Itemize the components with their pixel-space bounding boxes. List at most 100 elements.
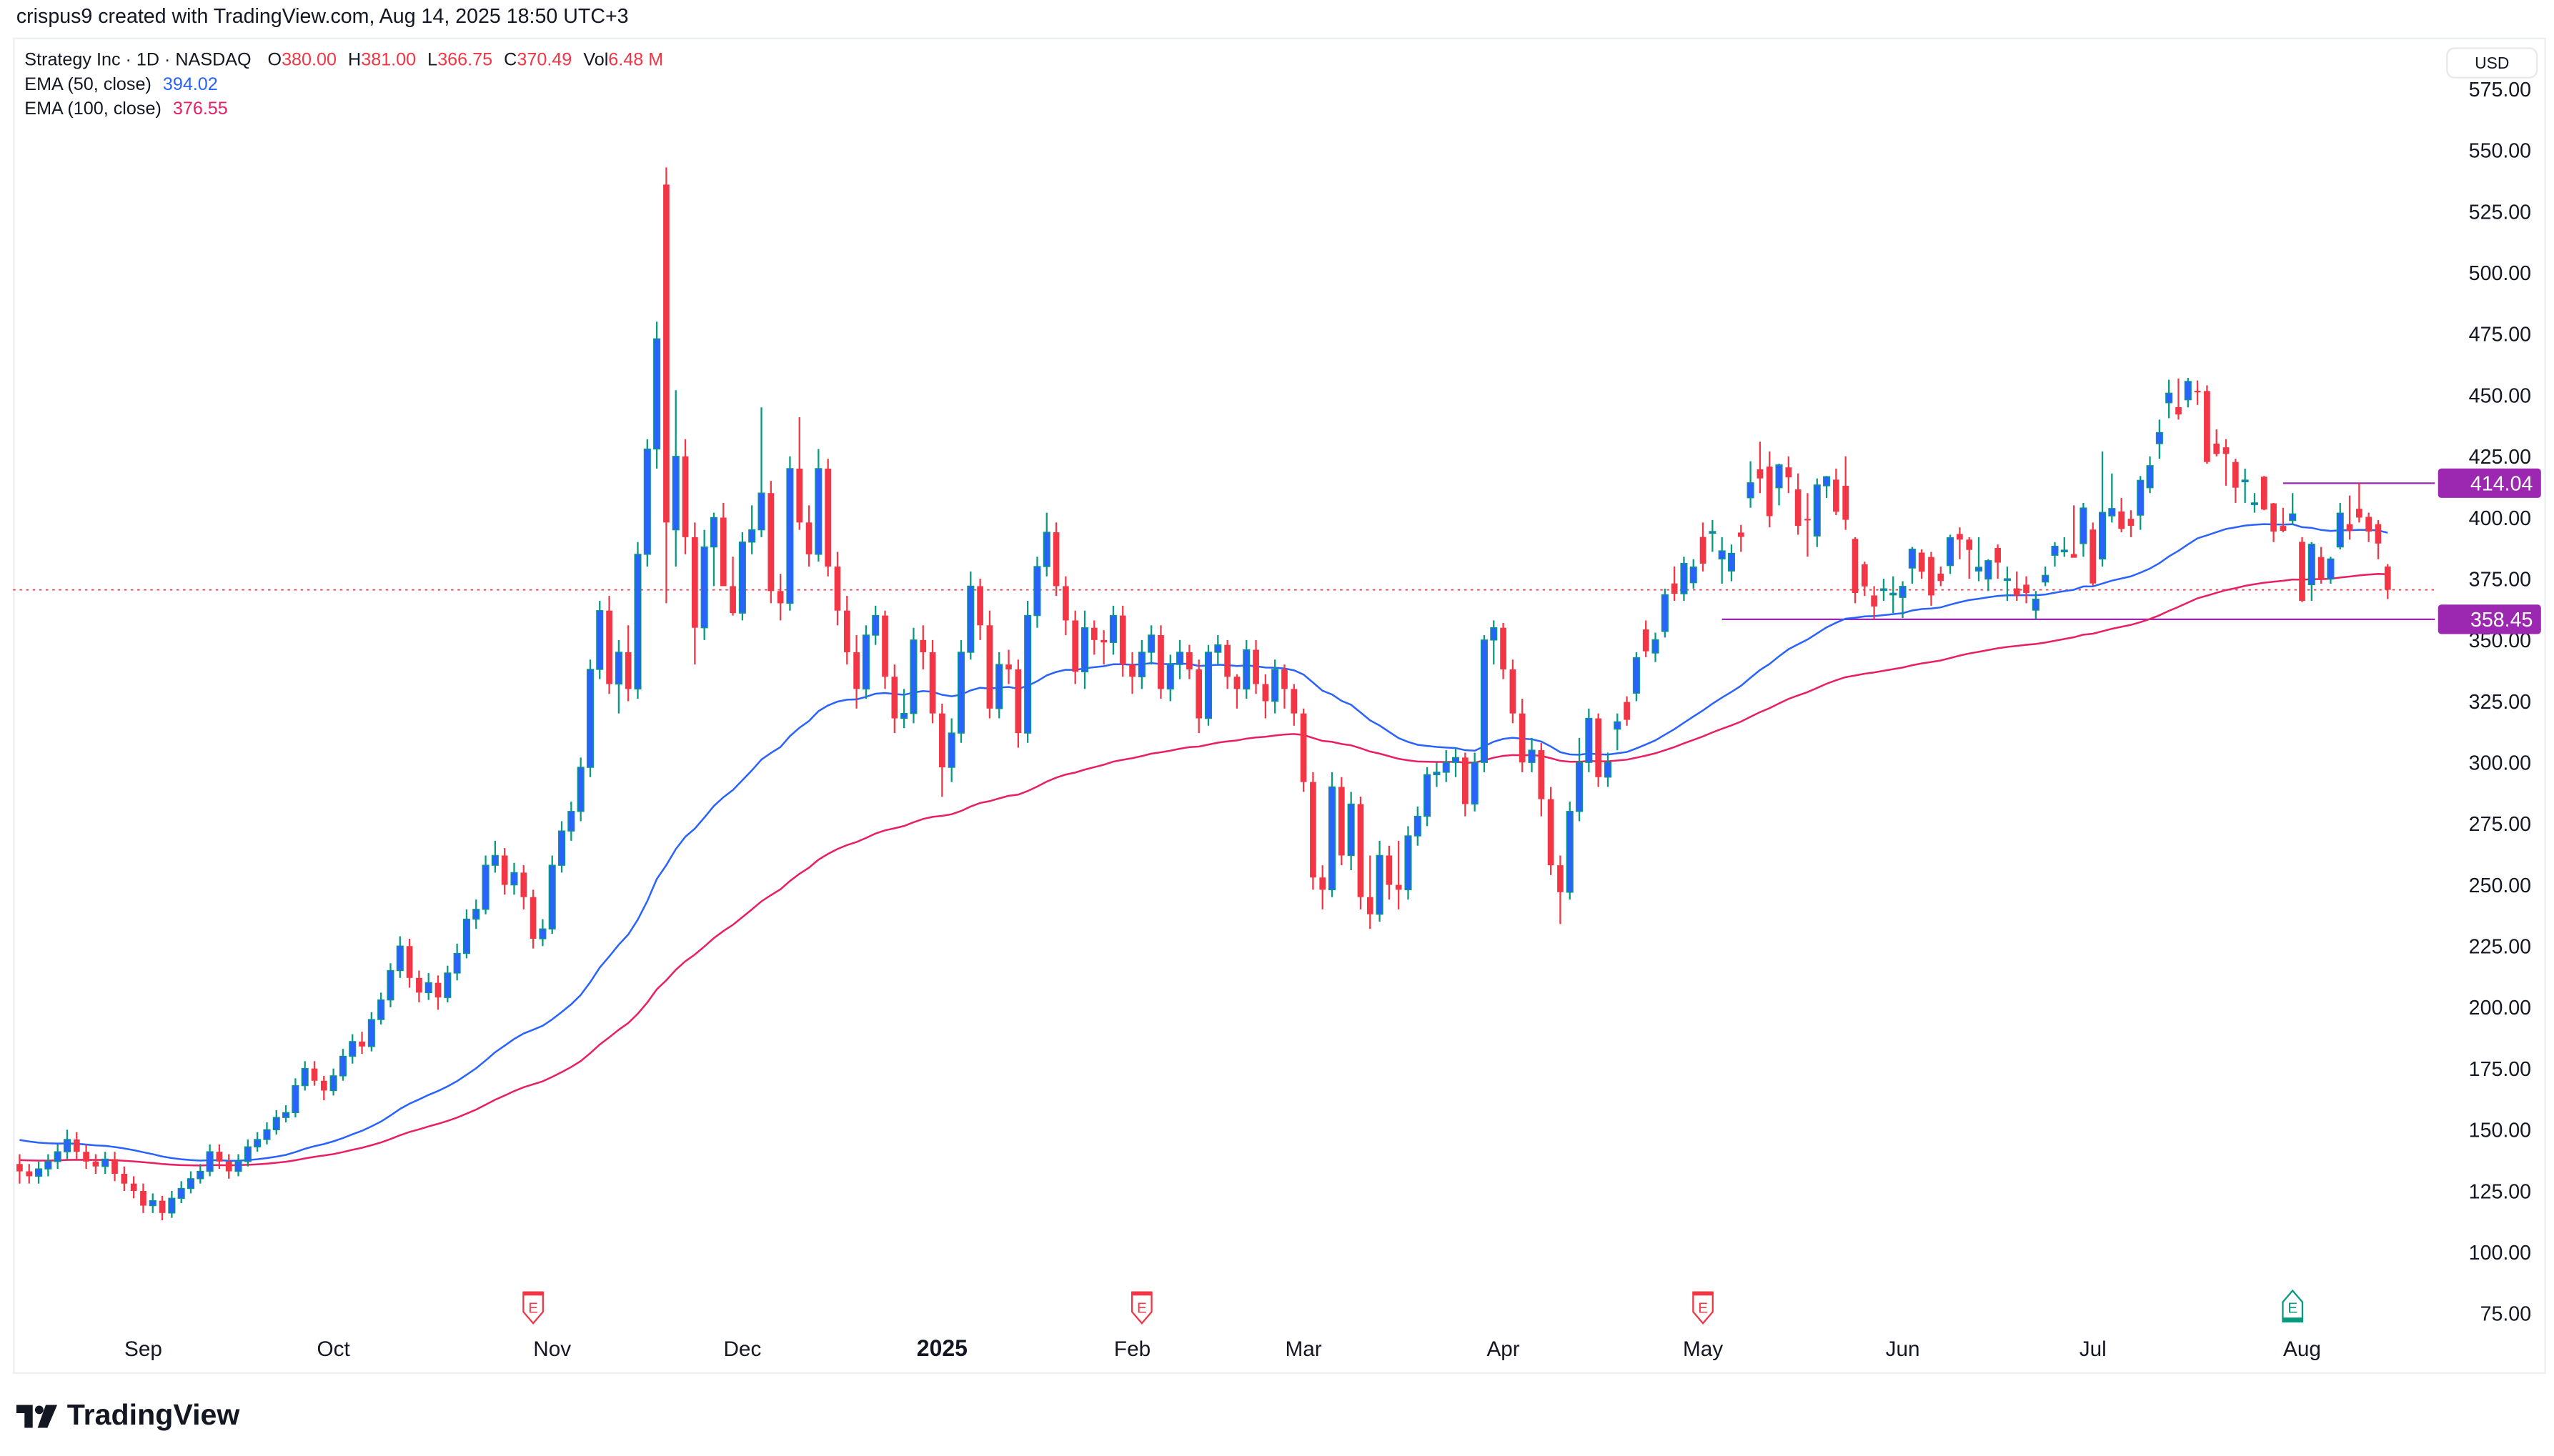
candle-down (796, 417, 803, 530)
legend-ema100-row[interactable]: EMA (100, close) 376.55 (24, 98, 668, 122)
candle-down (2317, 547, 2325, 584)
candle-up (862, 625, 870, 699)
candle-up (101, 1152, 109, 1174)
candle-body (1528, 749, 1536, 763)
candle-down (730, 557, 736, 616)
candle-body (1624, 702, 1630, 720)
candle-down (2090, 522, 2097, 587)
candle-body (339, 1055, 347, 1077)
candle-body (159, 1200, 166, 1213)
candle-down (359, 1032, 365, 1054)
candle-body (843, 610, 850, 652)
candle-up (1899, 581, 1907, 618)
candle-body (1490, 627, 1498, 641)
candle-body (1366, 897, 1373, 914)
tradingview-logo[interactable]: TradingView (16, 1398, 239, 1432)
candle-body (2080, 507, 2087, 544)
candle-body (1119, 615, 1126, 665)
candle-down (2175, 378, 2182, 420)
candle-up (1043, 512, 1050, 577)
candle-body (491, 854, 499, 866)
candle-body (1186, 652, 1193, 669)
candle-body (406, 946, 413, 978)
symbol-title[interactable]: Strategy Inc · 1D · NASDAQ (24, 50, 252, 71)
candle-down (986, 610, 993, 719)
candle-up (910, 627, 918, 724)
candle-body (1262, 684, 1269, 702)
candle-body (1138, 652, 1146, 677)
earnings-marker[interactable]: E (522, 1291, 544, 1325)
candle-up (1176, 639, 1184, 679)
candle-down (2356, 483, 2362, 523)
candle-up (2080, 502, 2087, 557)
earnings-marker[interactable]: E (1131, 1291, 1153, 1325)
candle-body (643, 448, 651, 555)
candle-up (462, 909, 470, 959)
candle-body (73, 1140, 80, 1152)
candle-down (1186, 644, 1193, 679)
candle-up (1823, 476, 1831, 499)
candle-body (472, 909, 480, 920)
candle-down (825, 459, 832, 577)
candle-body (1452, 757, 1460, 763)
candle-body (2204, 391, 2210, 462)
time-axis-label: Sep (124, 1337, 162, 1361)
candle-down (1300, 708, 1307, 792)
price-axis-label: 175.00 (2469, 1058, 2531, 1081)
earnings-marker[interactable]: E (2282, 1289, 2304, 1323)
candle-down (2070, 505, 2077, 558)
candle-body (2299, 542, 2305, 602)
candle-body (1538, 750, 1545, 799)
candle-body (1243, 649, 1251, 690)
candle-body (1813, 484, 1821, 537)
candle-up (1433, 762, 1441, 787)
candle-down (1538, 742, 1545, 817)
candle-up (177, 1181, 185, 1204)
candle-up (1604, 752, 1612, 787)
candle-body (225, 1161, 232, 1172)
candle-body (1842, 485, 1849, 520)
candle-body (168, 1197, 176, 1214)
candle-up (1585, 708, 1593, 772)
candle-body (805, 522, 813, 554)
candle-body (2060, 549, 2068, 553)
candle-up (206, 1144, 214, 1177)
candle-body (1043, 532, 1050, 567)
time-axis-label: Feb (1114, 1337, 1151, 1361)
candle-up (1138, 639, 1146, 689)
candle-body (1775, 464, 1783, 489)
candle-body (548, 864, 556, 929)
candle-up (1413, 806, 1421, 846)
candle-body (1757, 469, 1764, 479)
candle-body (1129, 664, 1136, 677)
candle-down (320, 1075, 327, 1101)
candle-up (2137, 476, 2145, 530)
candle-up (1974, 537, 1983, 582)
currency-button[interactable]: USD (2446, 47, 2538, 79)
candle-down (1386, 845, 1393, 900)
candle-body (520, 872, 527, 897)
candle-up (1947, 534, 1954, 574)
candle-body (1413, 815, 1421, 837)
candle-down (1833, 468, 1839, 516)
candle-down (1319, 865, 1326, 909)
candle-up (615, 639, 622, 714)
candle-body (311, 1068, 318, 1081)
ema100-label: EMA (100, close) (24, 99, 162, 119)
legend-ema50-row[interactable]: EMA (50, close) 394.02 (24, 74, 668, 98)
candle-up (149, 1193, 156, 1213)
candle-up (1689, 559, 1697, 589)
candle-body (292, 1084, 299, 1113)
candle-body (16, 1164, 23, 1172)
candle-up (2060, 537, 2068, 557)
candle-down (1053, 522, 1060, 597)
earnings-marker[interactable]: E (1692, 1291, 1714, 1325)
candle-body (2070, 554, 2077, 558)
candle-body (349, 1041, 357, 1057)
candle-up (900, 689, 908, 729)
candle-down (692, 522, 698, 665)
candle-body (1947, 537, 1954, 567)
candle-down (130, 1176, 137, 1199)
candle-body (1072, 620, 1079, 672)
